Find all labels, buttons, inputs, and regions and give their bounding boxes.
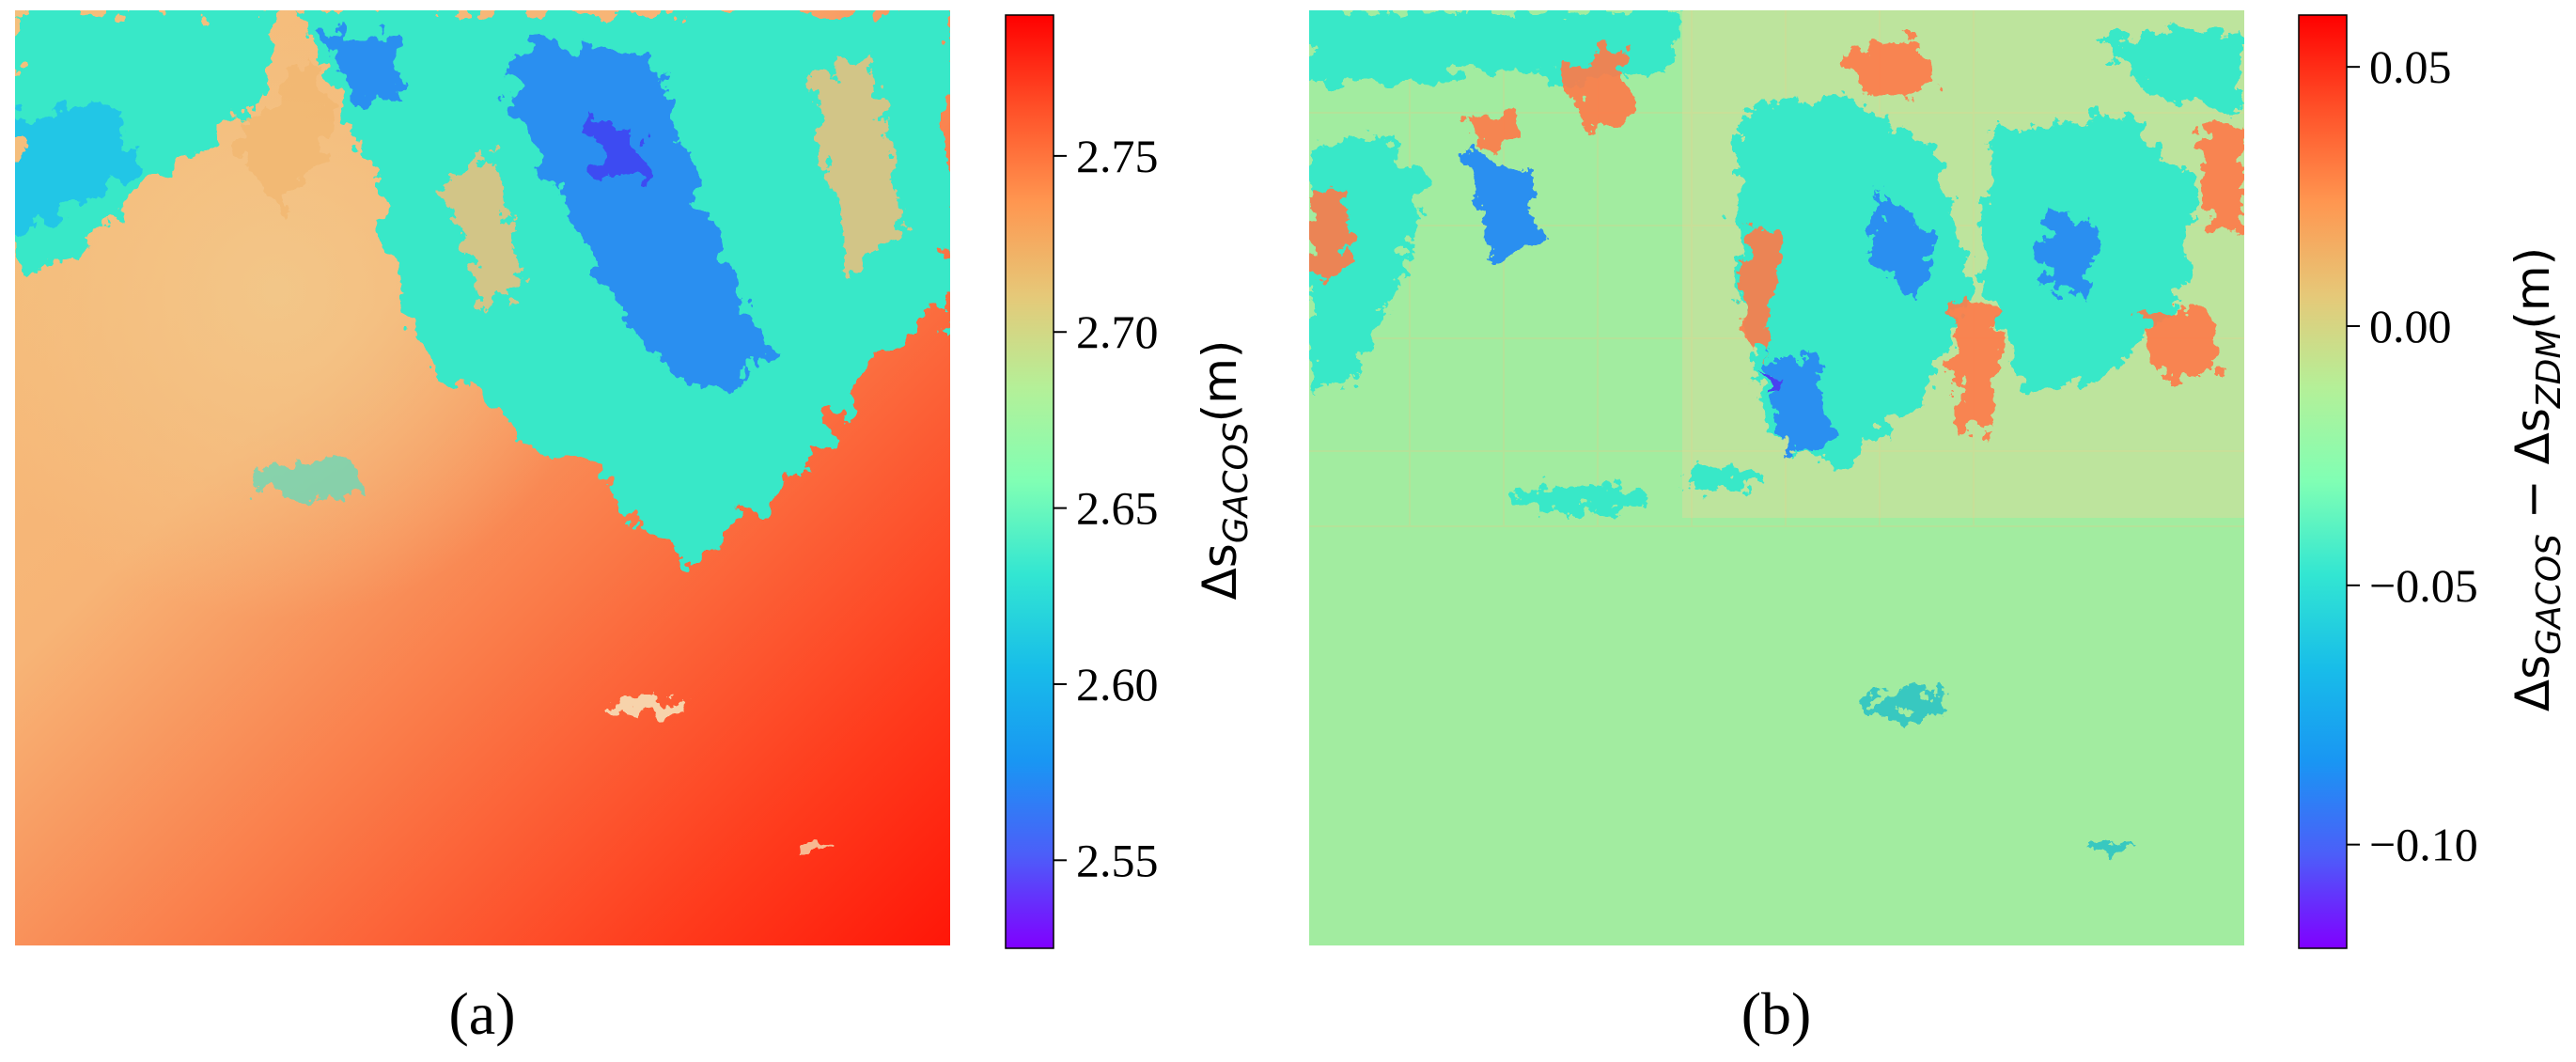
panel-a-label: (a) <box>448 980 515 1047</box>
colorbar-a-ticks: 2.55 2.60 2.65 2.70 2.75 <box>1054 130 1159 886</box>
colorbar-b: −0.10 −0.05 0.00 0.05 ΔsGACOS − ΔsZDM(m) <box>2298 14 2568 949</box>
colorbar-a-tick-label: 2.75 <box>1076 130 1159 182</box>
colorbar-a-gradient <box>1005 14 1054 949</box>
colorbar-b-tick-label: 0.05 <box>2369 40 2452 93</box>
colorbar-b-tick-label: 0.00 <box>2369 300 2452 352</box>
colorbar-a-tick-label: 2.55 <box>1076 834 1159 886</box>
colorbar-b-gradient <box>2298 14 2348 949</box>
panel-a-map <box>15 10 950 945</box>
panel-b-label: (b) <box>1741 980 1812 1047</box>
colorbar-a-tick-label: 2.60 <box>1076 658 1159 711</box>
colorbar-a-tick-label: 2.65 <box>1076 482 1159 535</box>
colorbar-a-label: ΔsGACOS(m) <box>1193 340 1256 601</box>
panel-b-map <box>1309 10 2244 945</box>
colorbar-a: 2.55 2.60 2.65 2.70 2.75 ΔsGACOS(m) <box>1005 14 1256 949</box>
colorbar-b-tick-label: −0.10 <box>2369 819 2478 871</box>
colorbar-a-tick-label: 2.70 <box>1076 305 1159 358</box>
colorbar-b-tick-label: −0.05 <box>2369 559 2478 612</box>
colorbar-b-label: ΔsGACOS − ΔsZDM(m) <box>2506 247 2568 711</box>
colorbar-b-ticks: −0.10 −0.05 0.00 0.05 <box>2347 40 2478 871</box>
